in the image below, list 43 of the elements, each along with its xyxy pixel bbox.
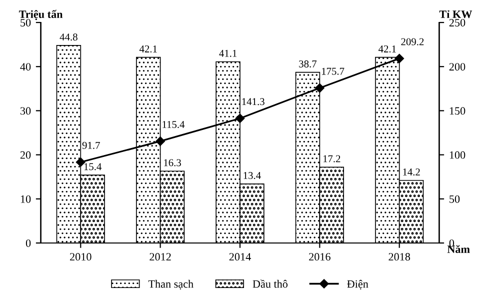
data-label: 42.1: [378, 45, 396, 52]
point: [394, 54, 404, 64]
data-label: 44.8: [60, 34, 78, 41]
y-tick-label: 20: [20, 151, 31, 159]
data-label: 41.1: [219, 50, 237, 57]
y2-tick-label: 100: [450, 151, 466, 159]
y2-tick-label: 250: [449, 18, 466, 26]
y-tick-label: 30: [20, 107, 31, 115]
data-label: 42.1: [139, 45, 157, 52]
data-label: 91.7: [82, 142, 100, 149]
data-label: 175.7: [322, 68, 344, 75]
x-tick-label: 2014: [229, 253, 251, 261]
y2-axis-title: Tỉ KW: [439, 10, 472, 18]
data-label: 14.2: [403, 168, 420, 176]
y2-tick-label: 150: [450, 107, 466, 115]
legend-label: Dầu thô: [252, 280, 288, 288]
x-axis-title: Năm: [447, 245, 470, 254]
y-tick-label: 0: [26, 239, 31, 247]
data-label: 16.3: [164, 159, 181, 166]
y-axis-title: Triệu tấn: [19, 10, 63, 20]
point: [235, 114, 245, 123]
y2-tick-label: 0: [449, 239, 454, 247]
data-label: 13.4: [244, 172, 261, 180]
point: [76, 157, 86, 167]
x-tick-label: 2012: [150, 253, 171, 261]
y2-tick-label: 50: [450, 195, 460, 203]
y2-tick-label: 200: [449, 63, 466, 71]
data-label: 15.4: [84, 163, 102, 170]
legend-label: Than sạch: [148, 280, 194, 290]
y-tick-label: 40: [20, 63, 31, 71]
data-label: 17.2: [323, 155, 340, 162]
point: [156, 136, 165, 146]
data-label: 141.3: [242, 98, 264, 106]
x-tick-label: 2018: [388, 253, 410, 261]
y-tick-label: 50: [20, 18, 31, 26]
point: [315, 83, 324, 93]
data-label: 209.2: [401, 38, 424, 46]
data-label: 38.7: [299, 60, 317, 68]
legend-label: Điện: [347, 280, 368, 290]
x-tick-label: 2016: [309, 253, 330, 261]
data-label: 115.4: [162, 121, 185, 128]
y-tick-label: 10: [20, 195, 31, 203]
x-tick-label: 2010: [70, 253, 92, 261]
